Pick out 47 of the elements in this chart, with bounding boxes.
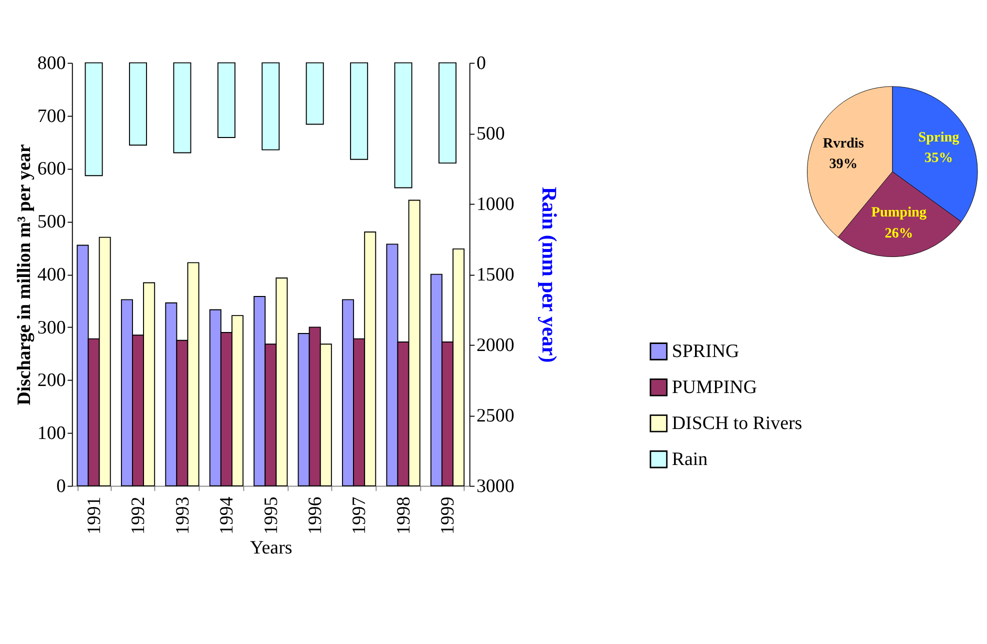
slice-label: Pumping (871, 204, 926, 221)
legend-label: SPRING (672, 341, 740, 362)
y2-tick-label: 1000 (476, 194, 514, 215)
bar (438, 62, 456, 164)
bar (350, 62, 368, 160)
y2-tick-label: 2500 (476, 405, 514, 426)
bar (217, 62, 236, 138)
x-axis-title: Years (250, 537, 292, 558)
y2-axis-title: Rain (mm per year) (538, 186, 562, 363)
x-tick-label: 1991 (84, 496, 105, 534)
x-tick-label: 1997 (349, 496, 370, 534)
x-tick-label: 1998 (393, 496, 414, 534)
data-label: 35% (924, 150, 953, 166)
data-label: 39% (829, 156, 858, 172)
x-tick-label: 1999 (438, 496, 459, 534)
x-tick-label: 1995 (260, 496, 282, 534)
x-tick-label: 1993 (172, 496, 194, 534)
legend-label: Rain (672, 448, 708, 470)
bar (173, 62, 192, 154)
slice-label: Spring (918, 129, 960, 146)
y-axis-title: Discharge in million m³ per year (14, 144, 35, 406)
y2-tick-label: 0 (476, 52, 486, 74)
x-tick-label: 1994 (216, 496, 238, 534)
bar (84, 62, 103, 176)
y-tick-label: 300 (37, 317, 66, 338)
y2-tick-label: 1500 (476, 264, 514, 286)
bar (129, 62, 148, 146)
y2-tick-label: 500 (476, 123, 505, 144)
y2-tick-label: 3000 (476, 476, 514, 497)
y2-tick-label: 2000 (476, 334, 514, 356)
y-tick-label: 800 (37, 52, 66, 74)
y-tick-label: 600 (37, 158, 66, 180)
data-label: 26% (884, 225, 914, 242)
y-tick-label: 100 (37, 423, 66, 444)
bar (262, 62, 280, 150)
y-tick-label: 700 (37, 106, 66, 127)
y-tick-label: 400 (37, 264, 66, 286)
bar (306, 62, 324, 125)
slice-label: Rvrdis (822, 135, 864, 152)
x-tick-label: 1992 (128, 496, 150, 534)
legend-label: DISCH to Rivers (672, 413, 802, 434)
y-tick-label: 500 (37, 212, 66, 233)
bar (394, 62, 412, 188)
legend-label: PUMPING (672, 377, 758, 398)
y-tick-label: 0 (56, 476, 66, 497)
y-tick-label: 200 (37, 370, 66, 392)
x-tick-label: 1996 (305, 496, 326, 534)
